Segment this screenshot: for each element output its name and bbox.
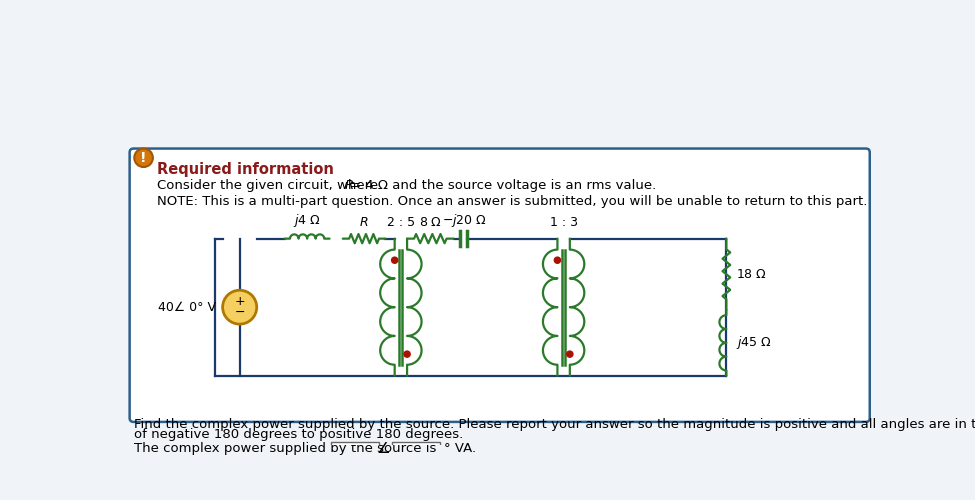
Text: The complex power supplied by the source is: The complex power supplied by the source… (134, 442, 436, 456)
Text: 1 : 3: 1 : 3 (550, 216, 577, 228)
Text: −: − (234, 306, 245, 319)
Text: $j$4 $\Omega$: $j$4 $\Omega$ (293, 212, 321, 228)
Circle shape (566, 351, 573, 357)
FancyBboxPatch shape (130, 148, 870, 422)
Text: 18 $\Omega$: 18 $\Omega$ (736, 268, 767, 281)
Text: +: + (234, 296, 245, 308)
Text: 8 $\Omega$: 8 $\Omega$ (419, 216, 442, 228)
Text: of negative 180 degrees to positive 180 degrees.: of negative 180 degrees to positive 180 … (134, 428, 463, 442)
Text: NOTE: This is a multi-part question. Once an answer is submitted, you will be un: NOTE: This is a multi-part question. Onc… (157, 195, 867, 208)
Text: Consider the given circuit, where: Consider the given circuit, where (157, 179, 382, 192)
Text: R: R (344, 179, 354, 192)
Text: ° VA.: ° VA. (445, 442, 477, 456)
Circle shape (392, 257, 398, 264)
Circle shape (135, 148, 153, 167)
Text: $R$: $R$ (360, 216, 369, 228)
Bar (392, 442, 440, 456)
Text: = 4 Ω and the source voltage is an rms value.: = 4 Ω and the source voltage is an rms v… (350, 179, 657, 192)
Circle shape (404, 351, 410, 357)
Text: $j$45 $\Omega$: $j$45 $\Omega$ (736, 334, 772, 351)
Bar (332, 442, 379, 456)
Text: 2 : 5: 2 : 5 (387, 216, 415, 228)
Text: ∠: ∠ (377, 442, 391, 456)
Circle shape (555, 257, 561, 264)
Circle shape (222, 290, 256, 324)
Text: Find the complex power supplied by the source. Please report your answer so the : Find the complex power supplied by the s… (134, 418, 975, 430)
Text: 40∠ 0° V: 40∠ 0° V (158, 300, 216, 314)
Text: $-j$20 $\Omega$: $-j$20 $\Omega$ (443, 212, 488, 228)
Text: !: ! (140, 151, 147, 165)
Text: Required information: Required information (157, 162, 333, 177)
